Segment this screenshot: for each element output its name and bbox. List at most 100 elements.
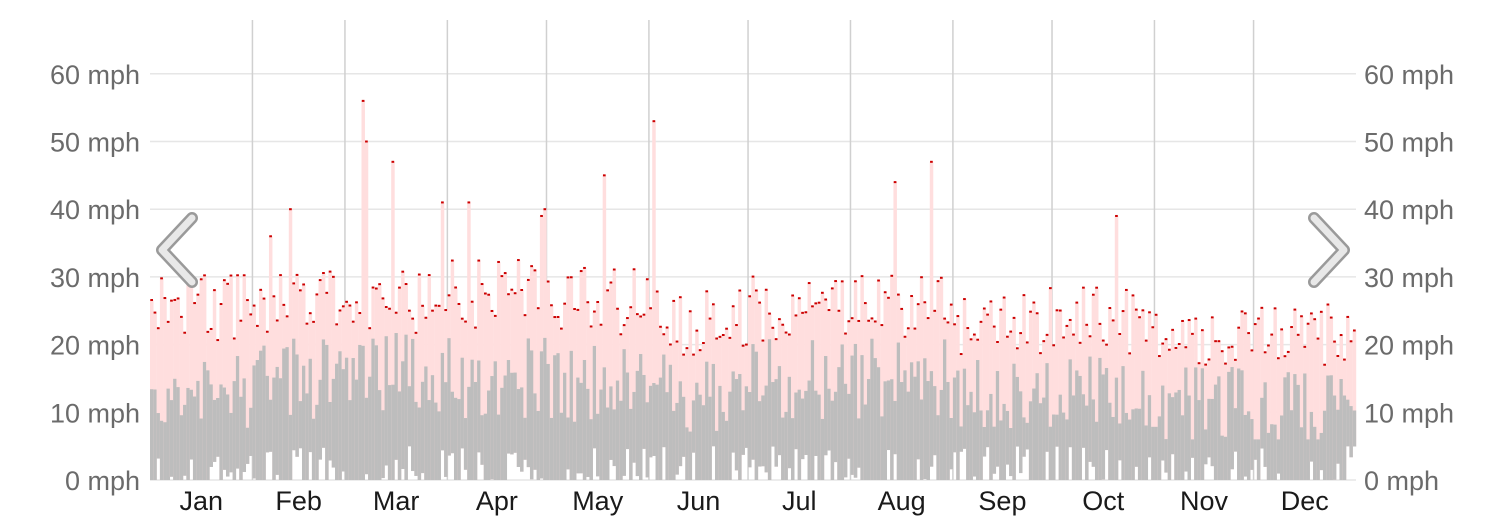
- gust-marker: [986, 313, 989, 316]
- gust-bar: [982, 308, 987, 457]
- avg-bar: [434, 402, 438, 480]
- avg-bar: [467, 386, 471, 480]
- avg-bar: [384, 336, 389, 466]
- gust-marker: [434, 304, 438, 307]
- gust-marker: [593, 310, 596, 313]
- gust-bar: [1352, 330, 1357, 447]
- gust-marker: [292, 282, 296, 285]
- avg-bar: [1104, 367, 1109, 451]
- avg-bar: [1322, 410, 1327, 480]
- avg-bar: [321, 339, 326, 448]
- avg-bar: [1210, 398, 1215, 467]
- gust-marker: [1323, 363, 1326, 366]
- avg-bar: [767, 339, 772, 480]
- avg-bar: [374, 345, 379, 480]
- gust-bar: [427, 275, 432, 480]
- gust-marker: [916, 303, 920, 306]
- gust-bar: [249, 314, 253, 456]
- avg-bar: [225, 394, 230, 477]
- avg-bar: [1303, 373, 1307, 480]
- gust-marker: [999, 308, 1003, 311]
- avg-bar: [1161, 385, 1165, 461]
- avg-bar: [265, 375, 270, 453]
- gust-marker: [467, 201, 471, 204]
- gust-bar: [311, 321, 316, 480]
- gust-marker: [530, 265, 533, 268]
- gust-marker: [1234, 358, 1237, 361]
- gust-bar: [1137, 317, 1142, 480]
- gust-marker: [735, 324, 738, 327]
- next-button[interactable]: [1298, 210, 1354, 290]
- gust-marker: [447, 294, 451, 297]
- gust-bar: [1346, 316, 1350, 447]
- gust-bar: [516, 260, 521, 467]
- gust-marker: [758, 301, 761, 304]
- gust-marker: [636, 313, 639, 316]
- previous-button[interactable]: [152, 210, 208, 290]
- gust-marker: [811, 305, 814, 308]
- avg-bar: [252, 365, 256, 479]
- avg-bar: [1289, 410, 1294, 480]
- avg-bar: [559, 412, 564, 480]
- gust-bar: [268, 236, 273, 452]
- avg-bar: [946, 381, 950, 480]
- gust-marker: [239, 319, 243, 322]
- gust-bar: [1243, 313, 1248, 477]
- gust-bar: [827, 310, 831, 451]
- gust-bar: [936, 281, 940, 480]
- gust-marker: [411, 317, 415, 320]
- avg-bar: [688, 431, 693, 480]
- gust-bar: [579, 271, 584, 474]
- gust-marker: [1204, 363, 1208, 366]
- gust-marker: [1329, 316, 1333, 319]
- avg-bar: [1240, 370, 1244, 480]
- gust-marker: [827, 309, 831, 312]
- gust-marker: [1194, 317, 1198, 320]
- gust-bar: [1052, 345, 1056, 480]
- gust-marker: [639, 315, 643, 318]
- avg-bar: [800, 398, 805, 460]
- gust-marker: [702, 341, 705, 344]
- gust-marker: [203, 274, 206, 277]
- gust-marker: [778, 318, 781, 321]
- avg-bar: [916, 361, 921, 460]
- gust-marker: [622, 324, 626, 327]
- avg-bar: [176, 387, 180, 480]
- gust-marker: [246, 299, 249, 302]
- avg-bar: [1154, 426, 1158, 480]
- gust-marker: [1032, 301, 1036, 304]
- avg-bar: [596, 413, 600, 477]
- gust-marker: [543, 208, 547, 211]
- avg-bar: [546, 363, 550, 480]
- gust-marker: [1313, 318, 1317, 321]
- gust-marker: [431, 309, 434, 312]
- gust-marker: [1310, 312, 1313, 315]
- gust-bar: [1233, 359, 1238, 452]
- avg-bar: [652, 382, 656, 456]
- avg-bar: [1078, 375, 1082, 480]
- gust-marker: [437, 304, 441, 307]
- gust-marker: [629, 306, 633, 309]
- avg-bar: [1071, 395, 1076, 480]
- gust-marker: [322, 272, 325, 275]
- avg-bar: [830, 400, 835, 480]
- avg-bar: [668, 364, 673, 480]
- gust-marker: [173, 298, 177, 301]
- gust-marker: [414, 331, 418, 334]
- avg-bar: [255, 360, 260, 480]
- gust-bar: [989, 301, 993, 480]
- avg-bar: [1118, 423, 1122, 461]
- gust-bar: [1114, 215, 1119, 480]
- avg-bar: [460, 357, 465, 449]
- gust-bar: [1280, 329, 1284, 480]
- gust-marker: [708, 317, 712, 320]
- gust-marker: [222, 279, 226, 282]
- avg-bar: [1114, 377, 1119, 480]
- gust-bar: [169, 300, 174, 477]
- gust-marker: [569, 276, 573, 279]
- gust-bar: [1061, 337, 1066, 480]
- gust-marker: [1250, 349, 1254, 352]
- avg-bar: [903, 370, 907, 480]
- gust-bar: [648, 308, 653, 458]
- gust-bar: [1118, 334, 1122, 461]
